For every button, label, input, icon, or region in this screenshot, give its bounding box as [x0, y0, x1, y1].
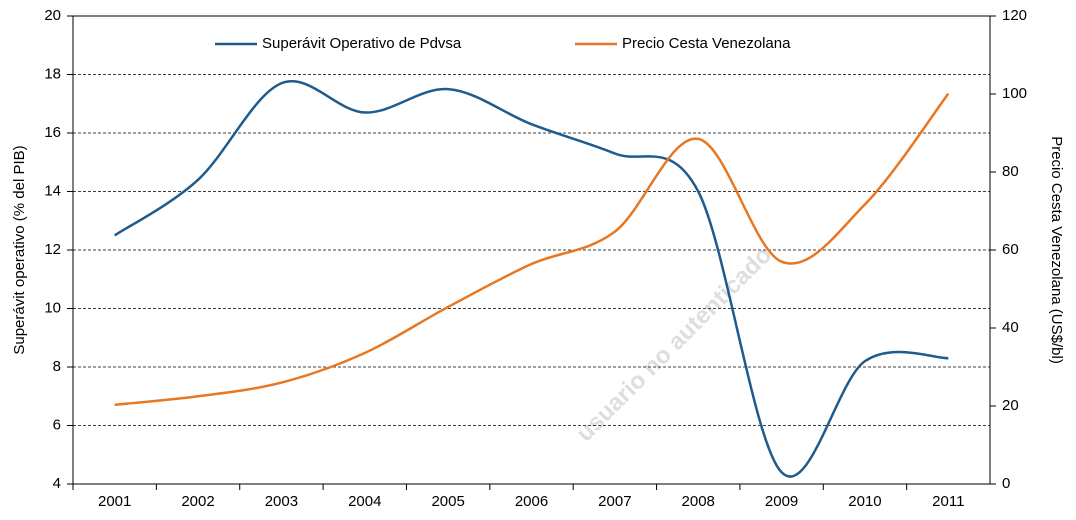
- y2-tick-label: 20: [1002, 397, 1019, 414]
- y-tick-label: 14: [44, 182, 61, 199]
- x-tick-label: 2004: [348, 493, 381, 510]
- x-tick-label: 2005: [431, 493, 464, 510]
- y2-tick-label: 60: [1002, 241, 1019, 258]
- legend-label: Precio Cesta Venezolana: [622, 35, 791, 52]
- y-axis-label: Superávit operativo (% del PIB): [11, 145, 28, 354]
- line: [114, 92, 950, 407]
- x-tick-label: 2009: [765, 493, 798, 510]
- y-tick-label: 18: [44, 65, 61, 82]
- y-tick-label: 12: [44, 241, 61, 258]
- y-tick-label: 16: [44, 124, 61, 141]
- watermark: usuario no autenticado: [571, 241, 777, 447]
- y2-tick-label: 80: [1002, 163, 1019, 180]
- x-tick-label: 2006: [515, 493, 548, 510]
- x-tick-label: 2003: [265, 493, 298, 510]
- line: [113, 80, 949, 478]
- y2-tick-label: 0: [1002, 475, 1010, 492]
- x-tick-label: 2011: [932, 493, 964, 510]
- y-tick-label: 20: [44, 7, 61, 24]
- x-tick-label: 2010: [848, 493, 881, 510]
- y2-tick-label: 40: [1002, 319, 1019, 336]
- legend-label: Superávit Operativo de Pdvsa: [262, 35, 462, 52]
- y-tick-label: 4: [53, 475, 61, 492]
- plot-frame: [72, 15, 991, 485]
- y-tick-label: 8: [53, 358, 61, 375]
- y-tick-label: 10: [44, 299, 61, 316]
- x-tick-label: 2002: [181, 493, 214, 510]
- x-tick-label: 2008: [682, 493, 715, 510]
- x-tick-label: 2007: [598, 493, 631, 510]
- x-tick-label: 2001: [98, 493, 131, 510]
- y-tick-label: 6: [53, 416, 61, 433]
- y2-tick-label: 100: [1002, 85, 1027, 102]
- y2-axis-label: Precio Cesta Venezolana (US$/bl): [1048, 136, 1065, 364]
- y2-tick-label: 120: [1002, 7, 1027, 24]
